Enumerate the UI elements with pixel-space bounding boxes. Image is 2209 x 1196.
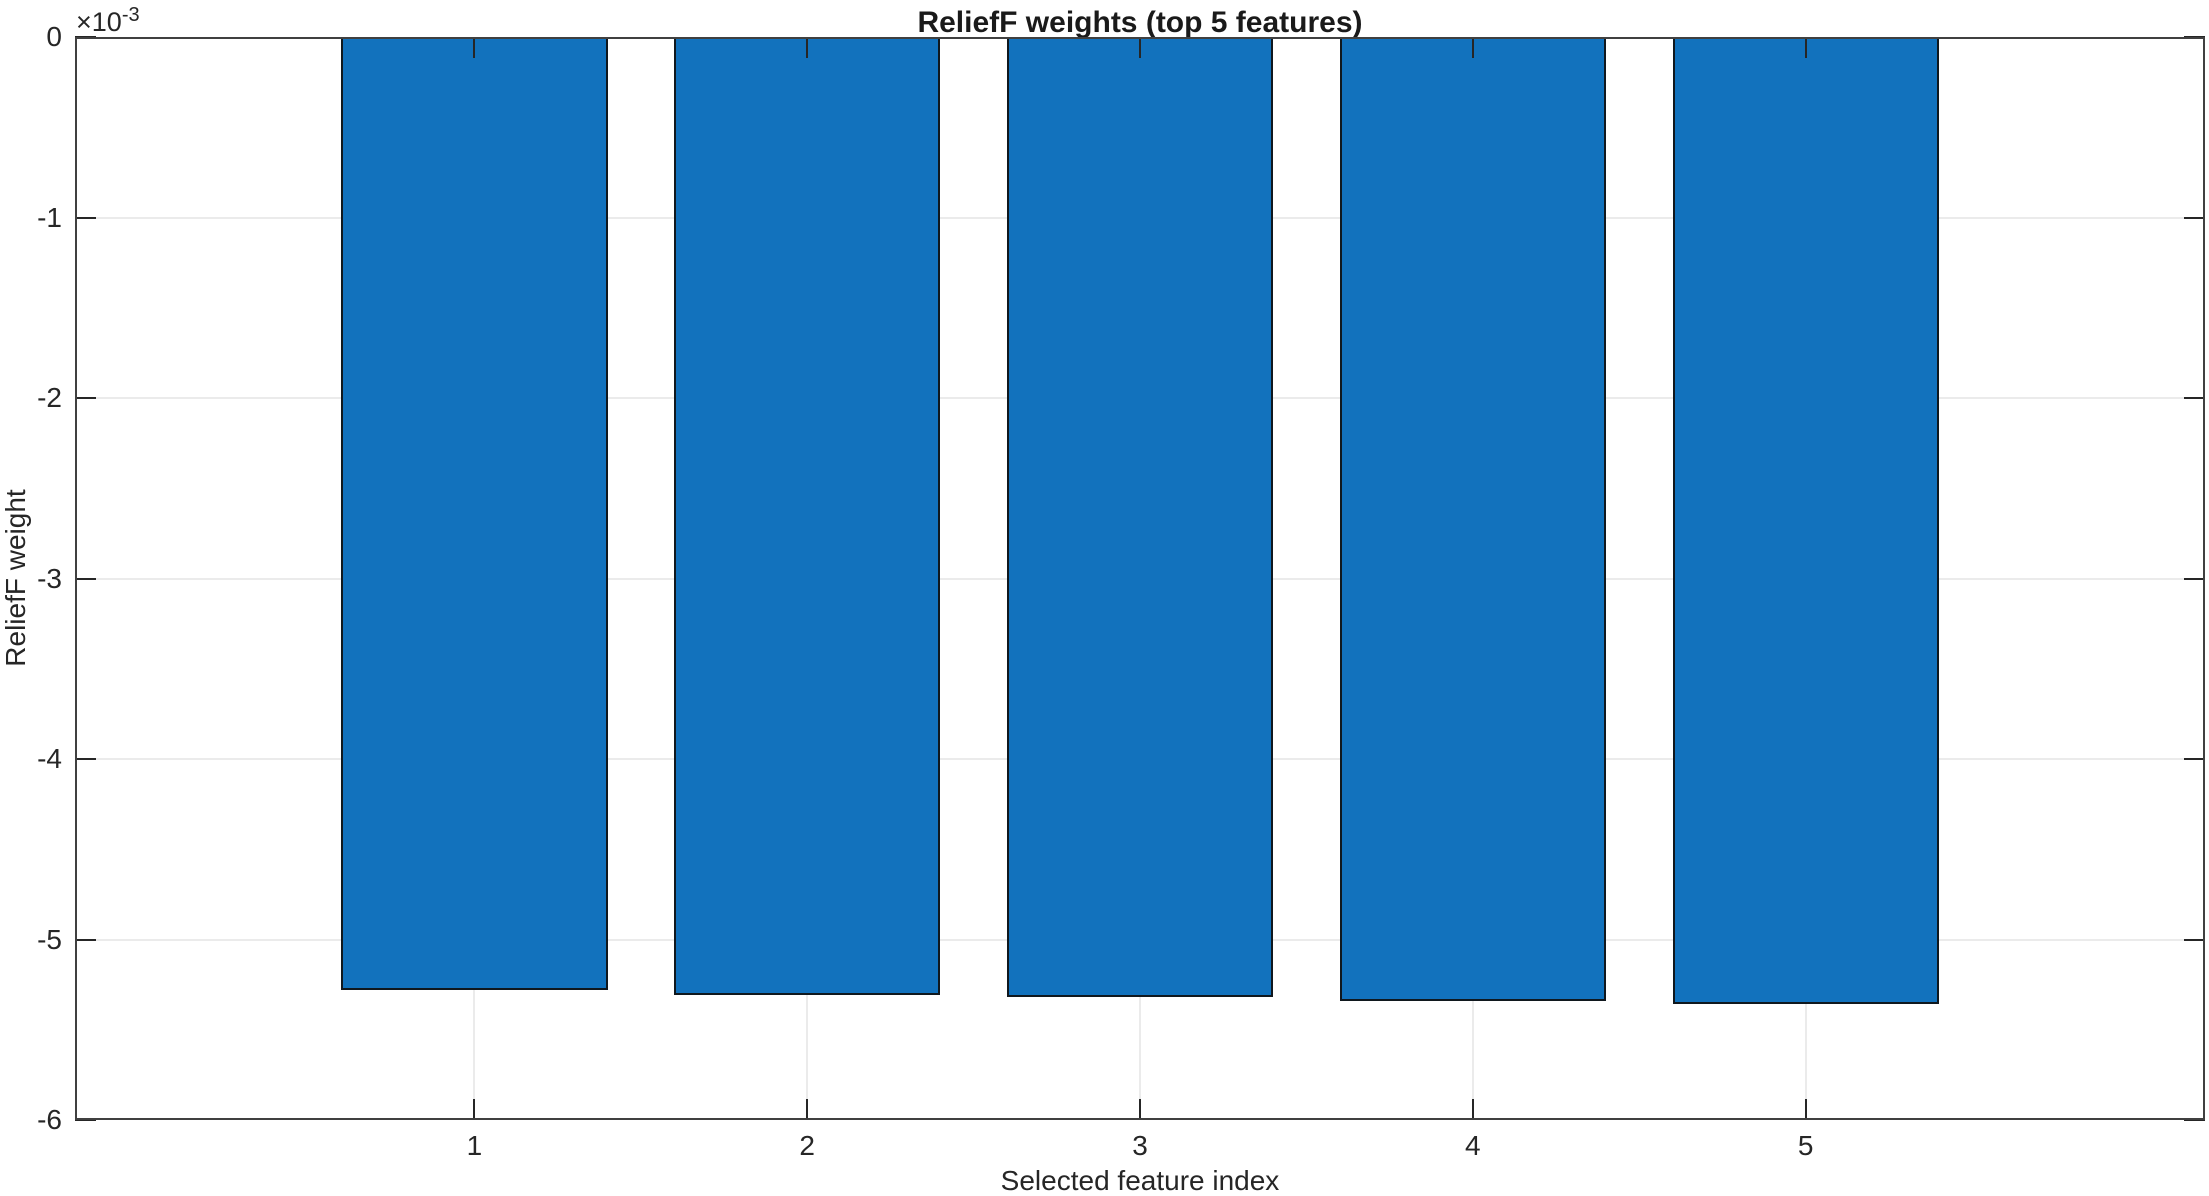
x-tick-mark — [1471, 1099, 1474, 1120]
x-tick-label: 5 — [1797, 1130, 1814, 1161]
top-spine — [75, 37, 2205, 39]
y-axis-multiplier-exponent: -3 — [121, 4, 140, 26]
x-tick-mark-top — [1804, 37, 1807, 58]
x-tick-label: 1 — [466, 1130, 483, 1161]
y-axis-multiplier: ×10-3 — [76, 0, 140, 37]
y-tick-mark — [75, 577, 96, 580]
y-tick-mark — [75, 1119, 96, 1121]
x-tick-label: 2 — [799, 1130, 815, 1161]
y-axis-multiplier-base: ×10 — [76, 7, 122, 37]
y-tick-mark-right — [2184, 938, 2205, 941]
bar-feature-1 — [341, 37, 608, 991]
y-tick-label: 0 — [46, 21, 62, 52]
bar-feature-2 — [674, 37, 941, 996]
y-tick-mark — [75, 397, 96, 399]
y-tick-mark-right — [2184, 1119, 2205, 1121]
x-tick-label: 4 — [1465, 1130, 1481, 1161]
y-tick-label: -6 — [37, 1104, 62, 1135]
y-tick-label: -2 — [37, 382, 62, 413]
y-tick-mark — [75, 758, 96, 760]
y-tick-label: -1 — [37, 201, 62, 233]
y-tick-label: -5 — [37, 923, 62, 955]
x-tick-mark — [1139, 1099, 1141, 1120]
y-tick-label: -3 — [37, 562, 62, 594]
chart-title: ReliefF weights (top 5 features) — [917, 6, 1363, 39]
bar-feature-3 — [1006, 37, 1274, 998]
bar-feature-5 — [1672, 37, 1939, 1005]
bar-feature-4 — [1339, 37, 1606, 1001]
x-tick-mark-top — [806, 37, 809, 58]
right-spine — [2203, 37, 2205, 1120]
x-axis-line — [75, 1118, 2205, 1120]
x-tick-mark — [806, 1099, 809, 1120]
y-axis-line — [75, 37, 77, 1120]
x-tick-label: 3 — [1132, 1130, 1148, 1161]
y-tick-mark — [75, 938, 96, 941]
y-tick-label: -4 — [37, 743, 62, 774]
plot-area — [75, 36, 2205, 1121]
y-tick-mark-right — [2184, 758, 2205, 760]
y-tick-mark-right — [2184, 216, 2205, 219]
x-tick-mark-top — [1471, 37, 1474, 58]
x-tick-mark-top — [473, 37, 476, 58]
x-tick-mark — [1804, 1099, 1807, 1120]
x-tick-mark — [473, 1099, 476, 1120]
x-tick-mark-top — [1139, 37, 1141, 58]
y-tick-mark-right — [2184, 577, 2205, 580]
x-axis-label: Selected feature index — [1000, 1165, 1280, 1196]
y-tick-mark — [75, 216, 96, 219]
y-tick-mark-right — [2184, 397, 2205, 399]
